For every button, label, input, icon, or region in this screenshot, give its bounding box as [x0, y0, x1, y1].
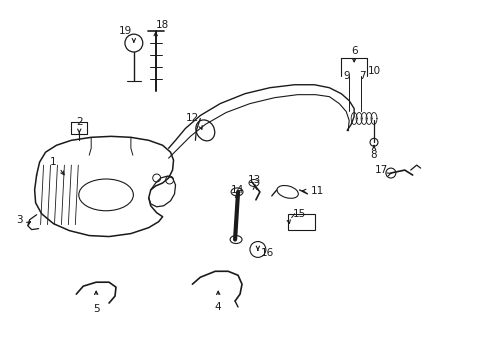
Text: 12: 12: [185, 113, 199, 123]
Text: 4: 4: [214, 302, 221, 312]
Text: 11: 11: [310, 186, 324, 196]
Text: 10: 10: [366, 66, 380, 76]
Text: 13: 13: [248, 175, 261, 185]
Text: 17: 17: [373, 165, 387, 175]
Text: 15: 15: [292, 209, 305, 219]
Text: 8: 8: [370, 150, 377, 160]
Text: 6: 6: [350, 46, 357, 56]
Text: 1: 1: [50, 157, 57, 167]
Text: 5: 5: [93, 304, 99, 314]
Text: 2: 2: [76, 117, 82, 127]
Text: 16: 16: [261, 248, 274, 258]
Text: 19: 19: [119, 26, 132, 36]
Text: 18: 18: [156, 20, 169, 30]
Text: 9: 9: [342, 71, 349, 81]
Text: 7: 7: [358, 71, 365, 81]
Text: 14: 14: [230, 185, 243, 195]
Text: 3: 3: [17, 215, 23, 225]
